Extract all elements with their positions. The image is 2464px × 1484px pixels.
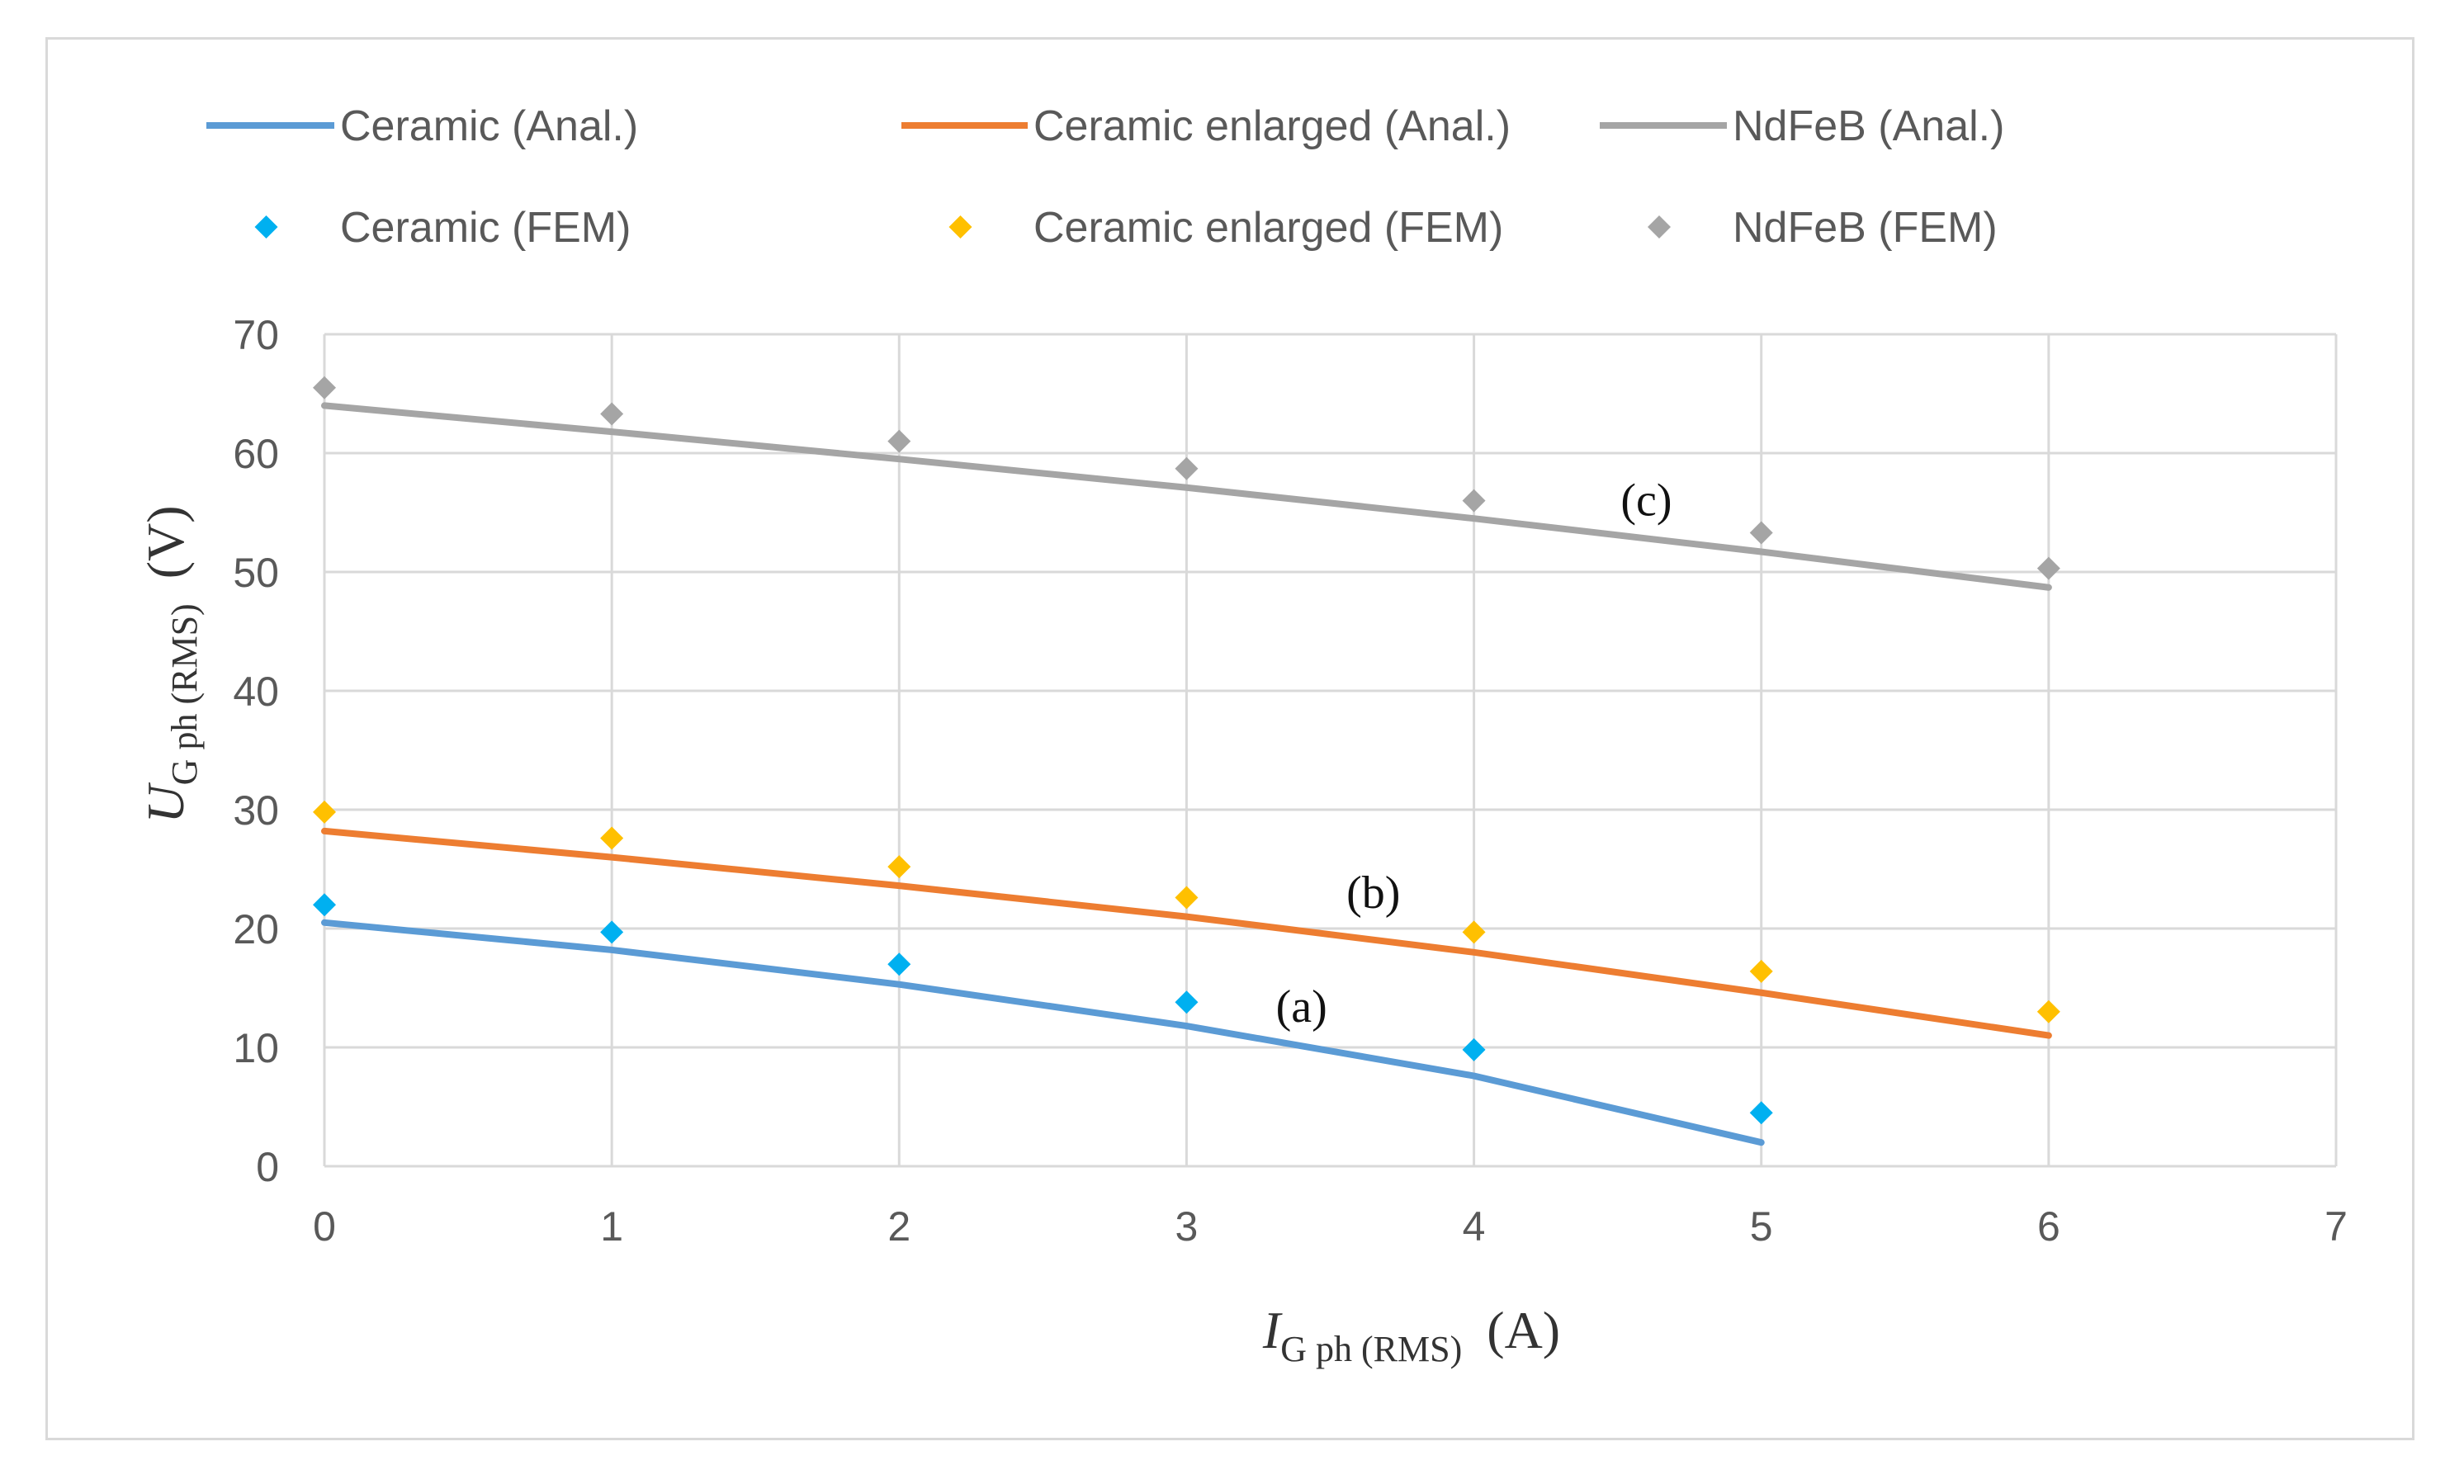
data-point-ceramic-fem — [1175, 990, 1199, 1014]
data-point-ceramic-enlarged-fem — [1175, 886, 1199, 910]
y-axis-title-main: U — [136, 782, 195, 824]
y-axis-title-unit: (V) — [136, 505, 195, 579]
data-point-ceramic-enlarged-fem — [887, 855, 911, 879]
data-point-ceramic-enlarged-fem — [1462, 920, 1486, 944]
data-point-ndfeb-fem — [1462, 489, 1486, 513]
data-point-ceramic-fem — [1462, 1037, 1486, 1061]
x-tick-label: 2 — [887, 1203, 910, 1250]
y-tick-label: 0 — [256, 1144, 279, 1190]
data-point-ceramic-enlarged-fem — [1749, 959, 1773, 983]
series-line-ndfeb-anal — [321, 402, 2052, 591]
data-point-ceramic-enlarged-fem — [313, 800, 336, 824]
ticks-layer: 0 10 20 30 40 50 60 70 0 1 2 3 4 5 6 7 — [233, 312, 2348, 1250]
data-point-ndfeb-fem — [600, 402, 624, 426]
legend-label: Ceramic enlarged (FEM) — [1033, 204, 1503, 252]
series-line-ceramic-anal — [321, 919, 1765, 1146]
legend-swatch-marker — [254, 215, 278, 239]
data-point-ceramic-fem — [1749, 1101, 1773, 1125]
data-point-ceramic-enlarged-fem — [600, 826, 624, 850]
legend-swatch-marker — [948, 215, 972, 239]
legend-label: Ceramic enlarged (Anal.) — [1033, 102, 1511, 150]
grid — [323, 333, 2338, 1168]
y-axis-title-sub: G ph (RMS) — [164, 603, 205, 785]
x-tick-label: 4 — [1463, 1203, 1486, 1250]
series-line-ceramic-enlarged-anal — [321, 827, 2052, 1039]
data-point-ceramic-fem — [313, 893, 336, 917]
data-point-ceramic-fem — [887, 952, 911, 976]
x-tick-label: 7 — [2324, 1203, 2348, 1250]
legend-label: NdFeB (FEM) — [1733, 204, 1998, 252]
data-point-ndfeb-fem — [2036, 556, 2060, 580]
x-tick-label: 0 — [313, 1203, 336, 1250]
data-point-ceramic-enlarged-fem — [2036, 1000, 2060, 1023]
x-axis-title: IG ph (RMS) (A) — [1262, 1301, 1560, 1369]
data-point-ndfeb-fem — [313, 376, 336, 399]
y-axis-title: UG ph (RMS) (V) — [136, 505, 205, 823]
annotations: (a) (b) (c) — [1276, 475, 1672, 1033]
x-tick-label: 3 — [1175, 1203, 1199, 1250]
legend-swatch-marker — [1648, 215, 1671, 239]
y-tick-label: 30 — [233, 787, 279, 834]
x-axis-title-sub: G ph (RMS) — [1280, 1329, 1462, 1369]
x-axis-title-main: I — [1262, 1301, 1283, 1359]
legend-label: Ceramic (Anal.) — [340, 102, 638, 150]
annotation-label: (b) — [1346, 867, 1400, 919]
data-point-ndfeb-fem — [887, 429, 911, 453]
y-tick-label: 40 — [233, 669, 279, 715]
annotation-label: (c) — [1620, 475, 1672, 527]
y-tick-label: 60 — [233, 431, 279, 477]
x-tick-label: 5 — [1750, 1203, 1773, 1250]
annotation-label: (a) — [1276, 981, 1327, 1033]
data-point-ndfeb-fem — [1175, 456, 1199, 480]
y-tick-label: 50 — [233, 550, 279, 596]
x-tick-label: 6 — [2037, 1203, 2060, 1250]
legend: Ceramic (Anal.) Ceramic enlarged (Anal.) N… — [206, 102, 2004, 252]
series-layer — [313, 376, 2060, 1146]
x-axis-title-unit: (A) — [1487, 1301, 1560, 1359]
chart-frame — [45, 37, 2414, 1440]
legend-label: Ceramic (FEM) — [340, 204, 631, 252]
data-point-ceramic-fem — [600, 920, 624, 944]
y-tick-label: 70 — [233, 312, 279, 358]
y-tick-label: 10 — [233, 1025, 279, 1071]
y-tick-label: 20 — [233, 906, 279, 952]
legend-label: NdFeB (Anal.) — [1733, 102, 2004, 150]
data-point-ndfeb-fem — [1749, 521, 1773, 545]
x-tick-label: 1 — [600, 1203, 623, 1250]
